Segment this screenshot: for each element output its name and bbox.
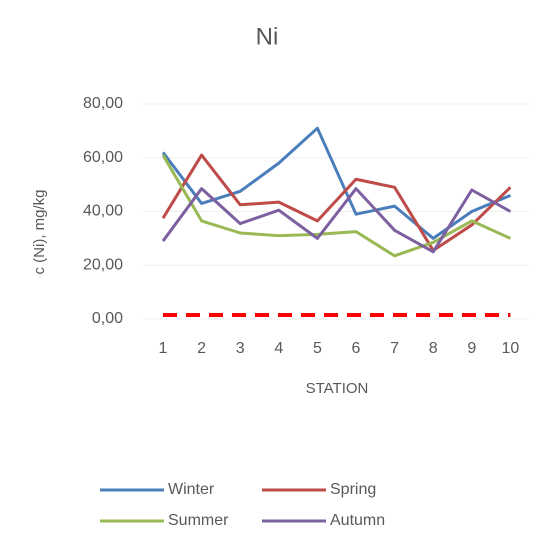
x-tick-label: 2 (197, 340, 206, 357)
y-tick-label: 0,00 (92, 310, 123, 327)
y-tick-label: 60,00 (83, 149, 123, 166)
x-tick-label: 3 (236, 340, 245, 357)
series-line (161, 154, 512, 258)
chart-title: Ni (256, 23, 279, 50)
series-line (161, 187, 512, 254)
x-tick-label: 5 (313, 340, 322, 357)
x-tick-label: 10 (502, 340, 520, 357)
y-tick-label: 20,00 (83, 256, 123, 273)
x-tick-label: 9 (467, 340, 476, 357)
legend-label: Summer (168, 512, 229, 529)
y-axis-label: c (Ni), mg/kg (31, 189, 48, 274)
x-tick-label: 8 (429, 340, 438, 357)
legend-label: Autumn (330, 512, 385, 529)
y-tick-label: 80,00 (83, 95, 123, 112)
x-tick-label: 7 (390, 340, 399, 357)
x-tick-label: 1 (159, 340, 168, 357)
legend-label: Winter (168, 481, 215, 498)
series-line (161, 126, 511, 240)
legend-label: Spring (330, 481, 376, 498)
x-tick-label: 4 (274, 340, 283, 357)
series-line (161, 153, 512, 252)
x-tick-label: 6 (352, 340, 361, 357)
x-axis-label: STATION (306, 380, 369, 397)
y-tick-label: 40,00 (83, 203, 123, 220)
